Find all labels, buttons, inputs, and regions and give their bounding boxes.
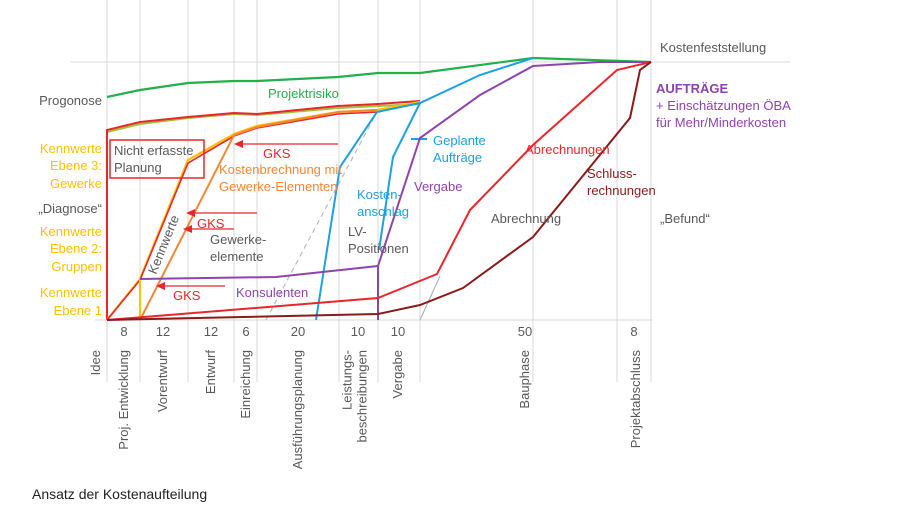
phase-duration: 6 — [242, 324, 249, 339]
grid — [70, 0, 790, 382]
phase-label: Bauphase — [517, 350, 532, 409]
label-konsulenten: Konsulenten — [236, 285, 308, 300]
phase-label: Leistungs- — [340, 350, 355, 410]
curve-projektrisiko — [106, 56, 652, 99]
label-schlussrechnungen-1: Schluss- — [587, 166, 637, 181]
phase-duration: 50 — [518, 324, 532, 339]
label-kostenfeststellung: Kostenfeststellung — [660, 40, 766, 55]
curve-abrechnungen — [106, 61, 652, 321]
label-auftraege-2: für Mehr/Minderkosten — [656, 115, 786, 130]
label-kostenberechnung-1: Kostenbrechnung mit — [219, 162, 342, 177]
gks-arrow-1 — [234, 140, 338, 148]
grey-guide-line — [419, 275, 441, 321]
label-kennwerte1-1: Kennwerte — [40, 285, 102, 300]
phase-duration: 10 — [351, 324, 365, 339]
label-schlussrechnungen-2: rechnungen — [587, 183, 656, 198]
label-kostenberechnung-2: Gewerke-Elementen — [219, 179, 338, 194]
label-auftraege-1: + Einschätzungen ÖBA — [656, 98, 791, 113]
phase-axis: Idee 8 Proj. Entwicklung 12 Vorentwurf 12 Entw… — [88, 324, 643, 469]
phase-label: beschreibungen — [355, 350, 370, 443]
label-kennwerte2-1: Kennwerte — [40, 224, 102, 239]
label-projektrisiko: Projektrisiko — [268, 86, 339, 101]
label-abrechnung: Abrechnung — [491, 211, 561, 226]
phase-label: Einreichung — [238, 350, 253, 419]
phase-duration: 8 — [120, 324, 127, 339]
caption: Ansatz der Kostenaufteilung — [32, 486, 208, 502]
phase-duration: 20 — [291, 324, 305, 339]
phase-duration: 12 — [204, 324, 218, 339]
label-geplante-1: Geplante — [433, 133, 486, 148]
label-kennwerte3-1: Kennwerte — [40, 141, 102, 156]
label-kennwerte3-2: Ebene 3: — [50, 158, 102, 173]
curve-kennwerte-envelope — [106, 100, 421, 320]
phase-label: Vorentwurf — [155, 350, 170, 413]
label-kennwerte2-2: Ebene 2: — [50, 241, 102, 256]
label-vergabe: Vergabe — [414, 179, 462, 194]
label-befund: „Befund“ — [660, 211, 710, 226]
phase-label: Entwurf — [203, 350, 218, 394]
gks-arrow-3 — [183, 225, 234, 233]
label-kennwerte1-2: Ebene 1 — [54, 303, 102, 318]
curve-kostenanschlag — [315, 57, 534, 321]
gks-arrow-4 — [156, 282, 225, 290]
phase-label: Idee — [88, 350, 103, 375]
dashed-guide-line — [265, 111, 378, 321]
label-kennwerte2-3: Gruppen — [51, 259, 102, 274]
gks-arrow-2 — [186, 209, 257, 217]
label-diagnose: „Diagnose“ — [38, 201, 102, 216]
phase-duration: 10 — [391, 324, 405, 339]
label-kennwerte3-3: Gewerke — [50, 176, 102, 191]
label-kennwerte-diag: Kennwerte — [145, 213, 182, 276]
label-auftraege-title: AUFTRÄGE — [656, 81, 729, 96]
label-gewerkeelemente-1: Gewerke- — [210, 232, 266, 247]
phase-duration: 8 — [630, 324, 637, 339]
phase-label: Projektabschluss — [628, 350, 643, 449]
phase-label: Ausführungsplanung — [290, 350, 305, 469]
label-kostenanschlag-1: Kosten- — [357, 187, 402, 202]
curve-schlussrechnungen — [106, 61, 652, 321]
label-lv-positionen-2: Positionen — [348, 241, 409, 256]
phase-label: Proj. Entwicklung — [116, 350, 131, 450]
label-gewerkeelemente-2: elemente — [210, 249, 263, 264]
label-abrechnungen: Abrechnungen — [525, 142, 610, 157]
label-nicht-erfasste-2: Planung — [114, 160, 162, 175]
nicht-erfasste-box — [109, 139, 205, 179]
label-prognose: Progonose — [39, 93, 102, 108]
label-gks-1: GKS — [263, 146, 291, 161]
phase-label: Vergabe — [390, 350, 405, 398]
label-kostenanschlag-2: anschlag — [357, 204, 409, 219]
label-gks-3: GKS — [173, 288, 201, 303]
label-gks-2: GKS — [197, 216, 225, 231]
label-nicht-erfasste-1: Nicht erfasste — [114, 143, 193, 158]
label-geplante-2: Aufträge — [433, 150, 482, 165]
curve-kostenberechnung — [139, 109, 378, 321]
phase-duration: 12 — [156, 324, 170, 339]
curve-geplante-auftraege — [378, 102, 421, 251]
curve-vergabe — [377, 61, 651, 267]
label-lv-positionen-1: LV- — [348, 224, 367, 239]
curve-auftraege — [139, 264, 379, 320]
